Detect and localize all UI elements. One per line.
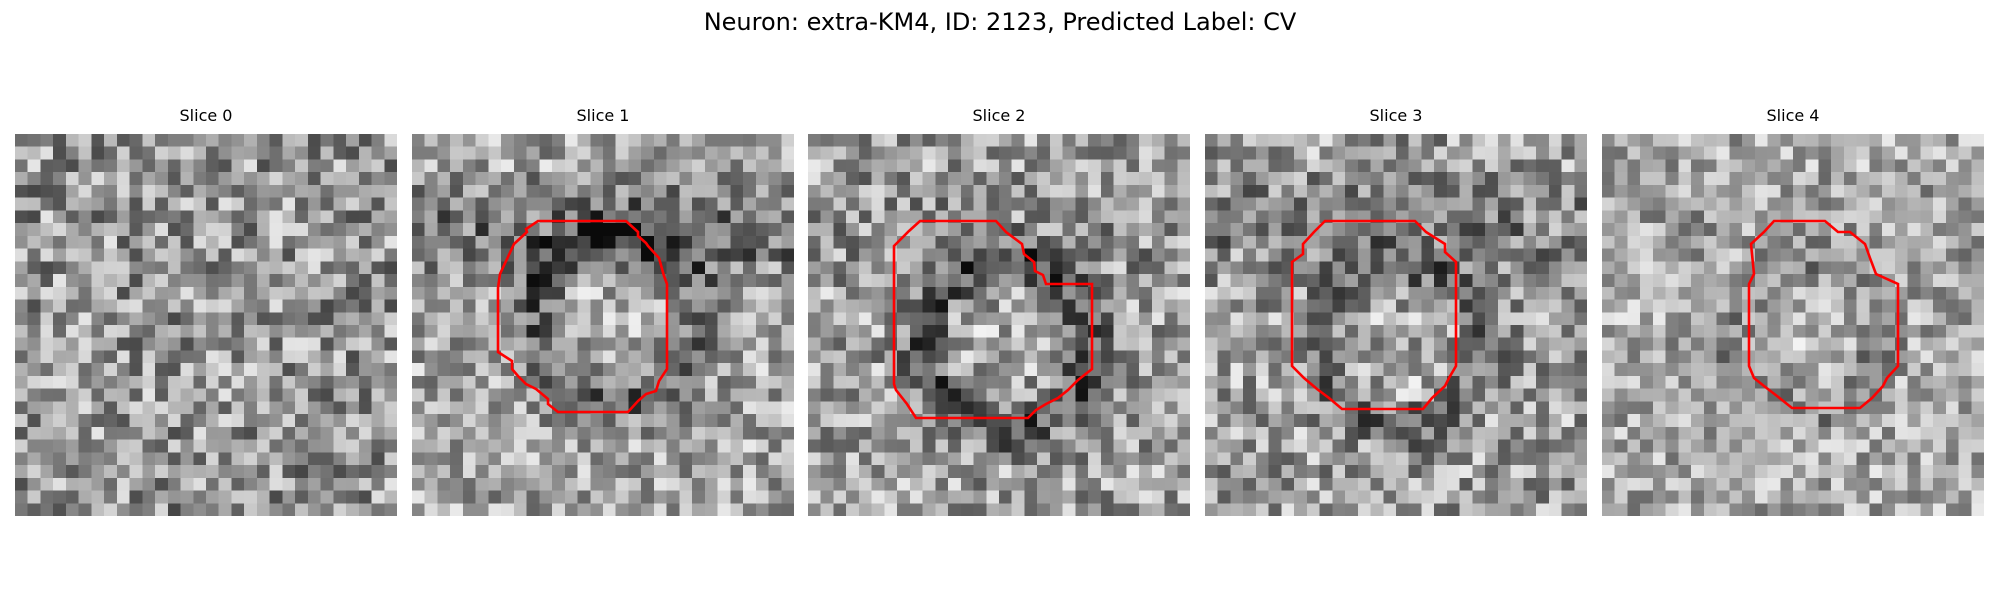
contour-overlay	[1747, 219, 1900, 410]
segmentation-contour	[496, 219, 669, 414]
slice-grayscale-pixels	[1602, 134, 1984, 516]
slice-image	[1602, 134, 1984, 516]
slice-title: Slice 3	[1369, 106, 1423, 125]
segmentation-contour	[1747, 219, 1900, 410]
slice-title: Slice 4	[1766, 106, 1820, 125]
slice-grayscale-pixels	[15, 134, 397, 516]
contour-overlay	[892, 219, 1094, 420]
slice-image	[15, 134, 397, 516]
segmentation-contour	[892, 219, 1094, 420]
slice-image	[808, 134, 1190, 516]
slice-image	[1205, 134, 1587, 516]
slice-grayscale-pixels	[412, 134, 794, 516]
slice-title: Slice 1	[576, 106, 630, 125]
contour-overlay	[496, 219, 669, 414]
slice-grayscale-pixels	[808, 134, 1190, 516]
segmentation-contour	[1290, 219, 1458, 411]
slice-image	[412, 134, 794, 516]
slice-title: Slice 0	[179, 106, 233, 125]
contour-overlay	[1290, 219, 1458, 411]
slice-grayscale-pixels	[1205, 134, 1587, 516]
slice-title: Slice 2	[972, 106, 1026, 125]
figure-title: Neuron: extra-KM4, ID: 2123, Predicted L…	[703, 8, 1297, 36]
